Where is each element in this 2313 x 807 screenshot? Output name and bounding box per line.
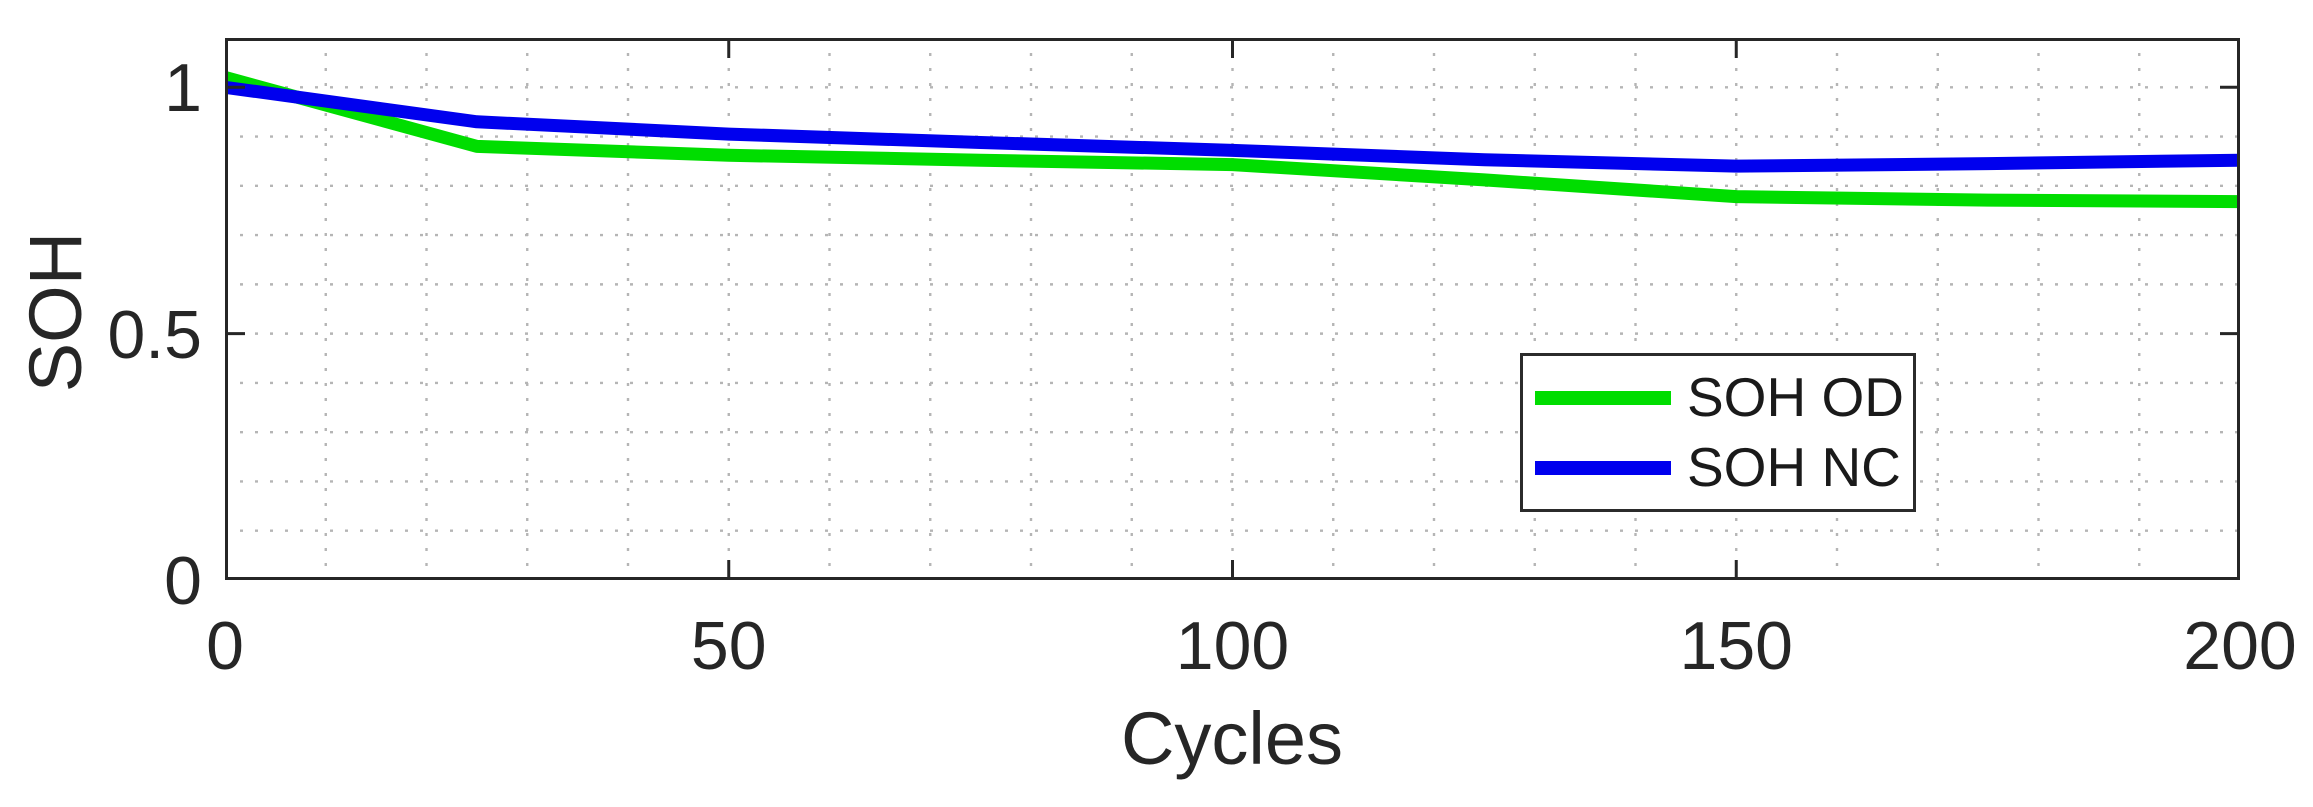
legend-label: SOH NC [1687, 436, 1901, 498]
legend-entry: SOH NC [1523, 433, 1913, 503]
x-tick-label: 200 [2183, 608, 2297, 684]
x-tick-label: 100 [1175, 608, 1290, 684]
y-tick-label: 0.5 [107, 296, 202, 373]
series-line-0 [225, 71, 2240, 209]
y-tick-label: 0 [164, 543, 202, 619]
legend-line-swatch [1535, 390, 1671, 405]
y-tick-label: 1 [164, 50, 202, 127]
legend: SOH OD SOH NC [1520, 353, 1916, 512]
x-tick-label: 0 [206, 608, 244, 684]
legend-entry: SOH OD [1523, 363, 1913, 433]
x-axis-label: Cycles [1120, 697, 1344, 780]
plot-area [225, 38, 2240, 580]
series-line-1 [225, 80, 2240, 173]
legend-line-swatch [1535, 460, 1671, 475]
x-tick-label: 50 [690, 608, 767, 684]
x-tick-label: 150 [1679, 608, 1793, 684]
legend-label: SOH OD [1687, 366, 1904, 428]
